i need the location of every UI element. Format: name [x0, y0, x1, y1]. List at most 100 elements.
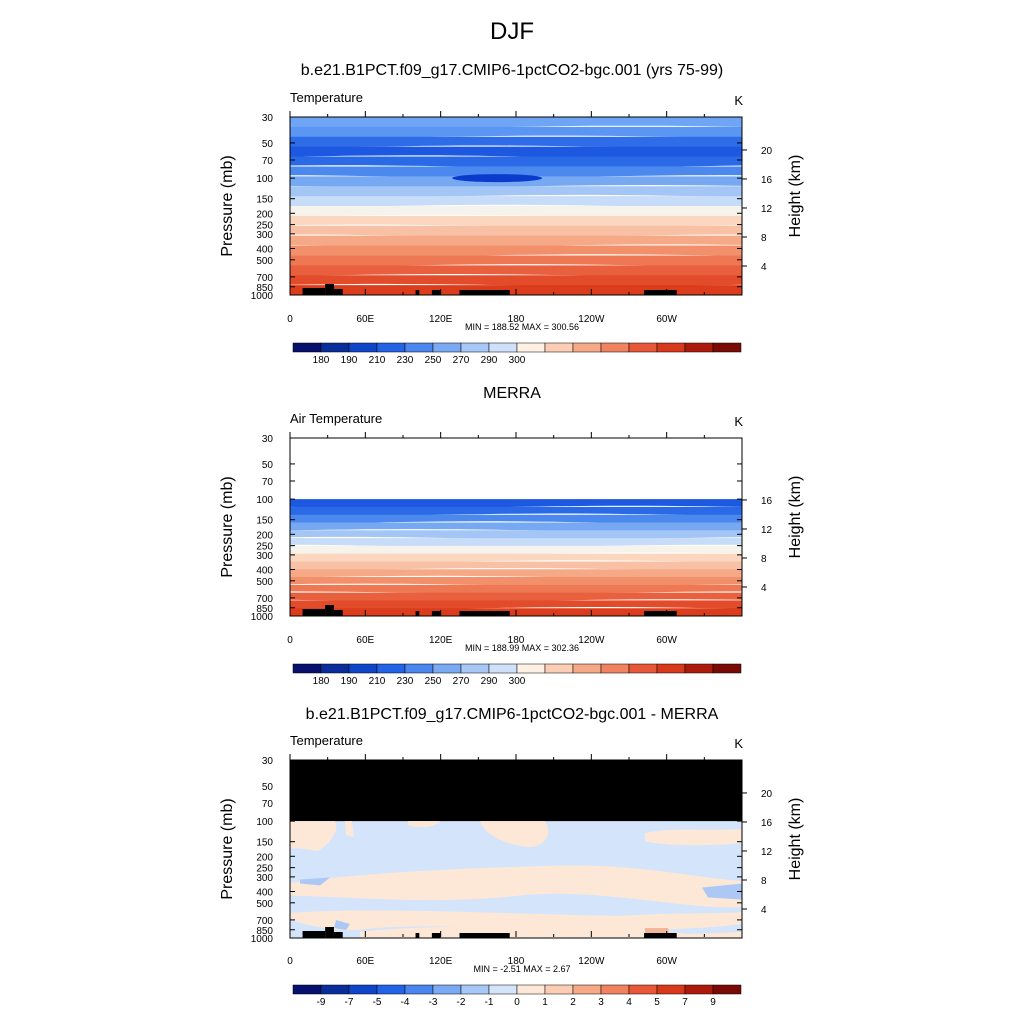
min-max-stats: MIN = 188.99 MAX = 302.36 [465, 643, 579, 653]
y-tick-label: 150 [256, 516, 273, 527]
topography-mask-3 [333, 610, 343, 616]
colorbar-swatch-1 [292, 663, 322, 674]
temperature-band-14 [290, 245, 742, 257]
height-tick-label: 12 [761, 204, 773, 215]
colorbar-label: 180 [313, 355, 330, 366]
right-axis-label: Height (km) [787, 155, 804, 238]
x-tick-label: 120W [578, 956, 605, 967]
x-tick-label: 60W [656, 635, 677, 646]
colorbar-label: 9 [710, 997, 716, 1008]
colorbar-label: 210 [369, 676, 386, 687]
colorbar-label: 290 [481, 676, 498, 687]
temperature-band-16 [290, 265, 742, 277]
colorbar-swatch-12 [600, 663, 630, 674]
colorbar-swatch-5 [404, 663, 434, 674]
colorbar-swatch-6 [432, 342, 462, 353]
temperature-band-7 [290, 176, 742, 188]
y-tick-label: 300 [256, 873, 273, 884]
temperature-band-8 [290, 553, 742, 563]
y-tick-label: 500 [256, 899, 273, 910]
height-tick-label: 12 [761, 525, 773, 536]
height-tick-label: 20 [761, 789, 773, 800]
x-tick-label: 0 [287, 956, 293, 967]
height-tick-label: 8 [761, 876, 767, 887]
colorbar-swatch-2 [320, 342, 350, 353]
unit-label: K [734, 414, 743, 429]
colorbar-swatch-8 [488, 342, 518, 353]
y-tick-label: 30 [262, 434, 274, 445]
colorbar-label: 210 [369, 355, 386, 366]
colorbar-swatch-14 [656, 984, 686, 995]
height-tick-label: 4 [761, 905, 767, 916]
temperature-band-13 [290, 592, 742, 602]
topography-mask-7 [644, 290, 677, 295]
topography-mask-2 [325, 927, 334, 938]
topography-mask-5 [431, 611, 441, 616]
colorbar-label: 230 [397, 355, 414, 366]
x-tick-label: 120W [578, 314, 605, 325]
right-axis-label: Height (km) [787, 476, 804, 559]
x-tick-label: 0 [287, 635, 293, 646]
x-tick-label: 180 [508, 956, 525, 967]
colorbar-swatch-8 [488, 984, 518, 995]
height-tick-label: 20 [761, 146, 773, 157]
colorbar-swatch-12 [600, 342, 630, 353]
colorbar-label: -9 [317, 997, 326, 1008]
figure-title: DJF [490, 18, 534, 45]
unit-label: K [734, 93, 743, 108]
colorbar-label: 190 [341, 355, 358, 366]
y-tick-label: 200 [256, 530, 273, 541]
topography-mask-7 [644, 933, 677, 938]
y-tick-label: 700 [256, 273, 273, 284]
y-tick-label: 1000 [251, 612, 274, 623]
colorbar-label: 250 [425, 355, 442, 366]
topography-mask-2 [325, 605, 334, 616]
temperature-band-9 [290, 196, 742, 208]
colorbar-label: -7 [345, 997, 354, 1008]
colorbar-swatch-14 [656, 663, 686, 674]
height-tick-label: 8 [761, 554, 767, 565]
temperature-band-9 [290, 561, 742, 571]
y-tick-label: 250 [256, 542, 273, 553]
colorbar-swatch-16 [712, 342, 742, 353]
y-tick-label: 850 [256, 926, 273, 937]
y-tick-label: 500 [256, 577, 273, 588]
x-tick-label: 120E [429, 314, 453, 325]
warm-anomaly-region-6 [290, 865, 742, 908]
colorbar-label: -1 [485, 997, 494, 1008]
colorbar-swatch-6 [432, 984, 462, 995]
x-tick-label: 180 [508, 314, 525, 325]
colorbar-label: 270 [453, 676, 470, 687]
topography-mask-4 [415, 290, 420, 295]
colorbar-label: 250 [425, 676, 442, 687]
warm-anomaly-region-2 [345, 821, 354, 838]
temperature-band-3 [290, 136, 742, 148]
y-tick-label: 100 [256, 817, 273, 828]
colorbar-swatch-15 [684, 663, 714, 674]
x-tick-label: 180 [508, 635, 525, 646]
colorbar-label: 3 [598, 997, 604, 1008]
colorbar-label: 190 [341, 676, 358, 687]
cool-anomaly-region-1 [702, 883, 742, 900]
y-tick-label: 700 [256, 916, 273, 927]
height-tick-label: 12 [761, 847, 773, 858]
y-tick-label: 400 [256, 565, 273, 576]
temperature-band-12 [290, 584, 742, 594]
x-tick-label: 120E [429, 956, 453, 967]
colorbar-swatch-10 [544, 663, 574, 674]
y-tick-label: 30 [262, 756, 274, 767]
temperature-band-15 [290, 255, 742, 267]
colorbar-swatch-15 [684, 342, 714, 353]
colorbar-label: -2 [457, 997, 466, 1008]
topography-mask-6 [459, 290, 510, 295]
colorbar-swatch-3 [348, 663, 378, 674]
warm-anomaly-region-3 [408, 821, 440, 828]
topography-mask-6 [459, 933, 510, 938]
colorbar-label: 290 [481, 355, 498, 366]
x-tick-label: 60W [656, 956, 677, 967]
temperature-band-1 [290, 499, 742, 509]
y-tick-label: 50 [262, 782, 274, 793]
missing-data-region [290, 760, 742, 822]
colorbar-swatch-15 [684, 984, 714, 995]
topography-mask-1 [302, 931, 326, 938]
